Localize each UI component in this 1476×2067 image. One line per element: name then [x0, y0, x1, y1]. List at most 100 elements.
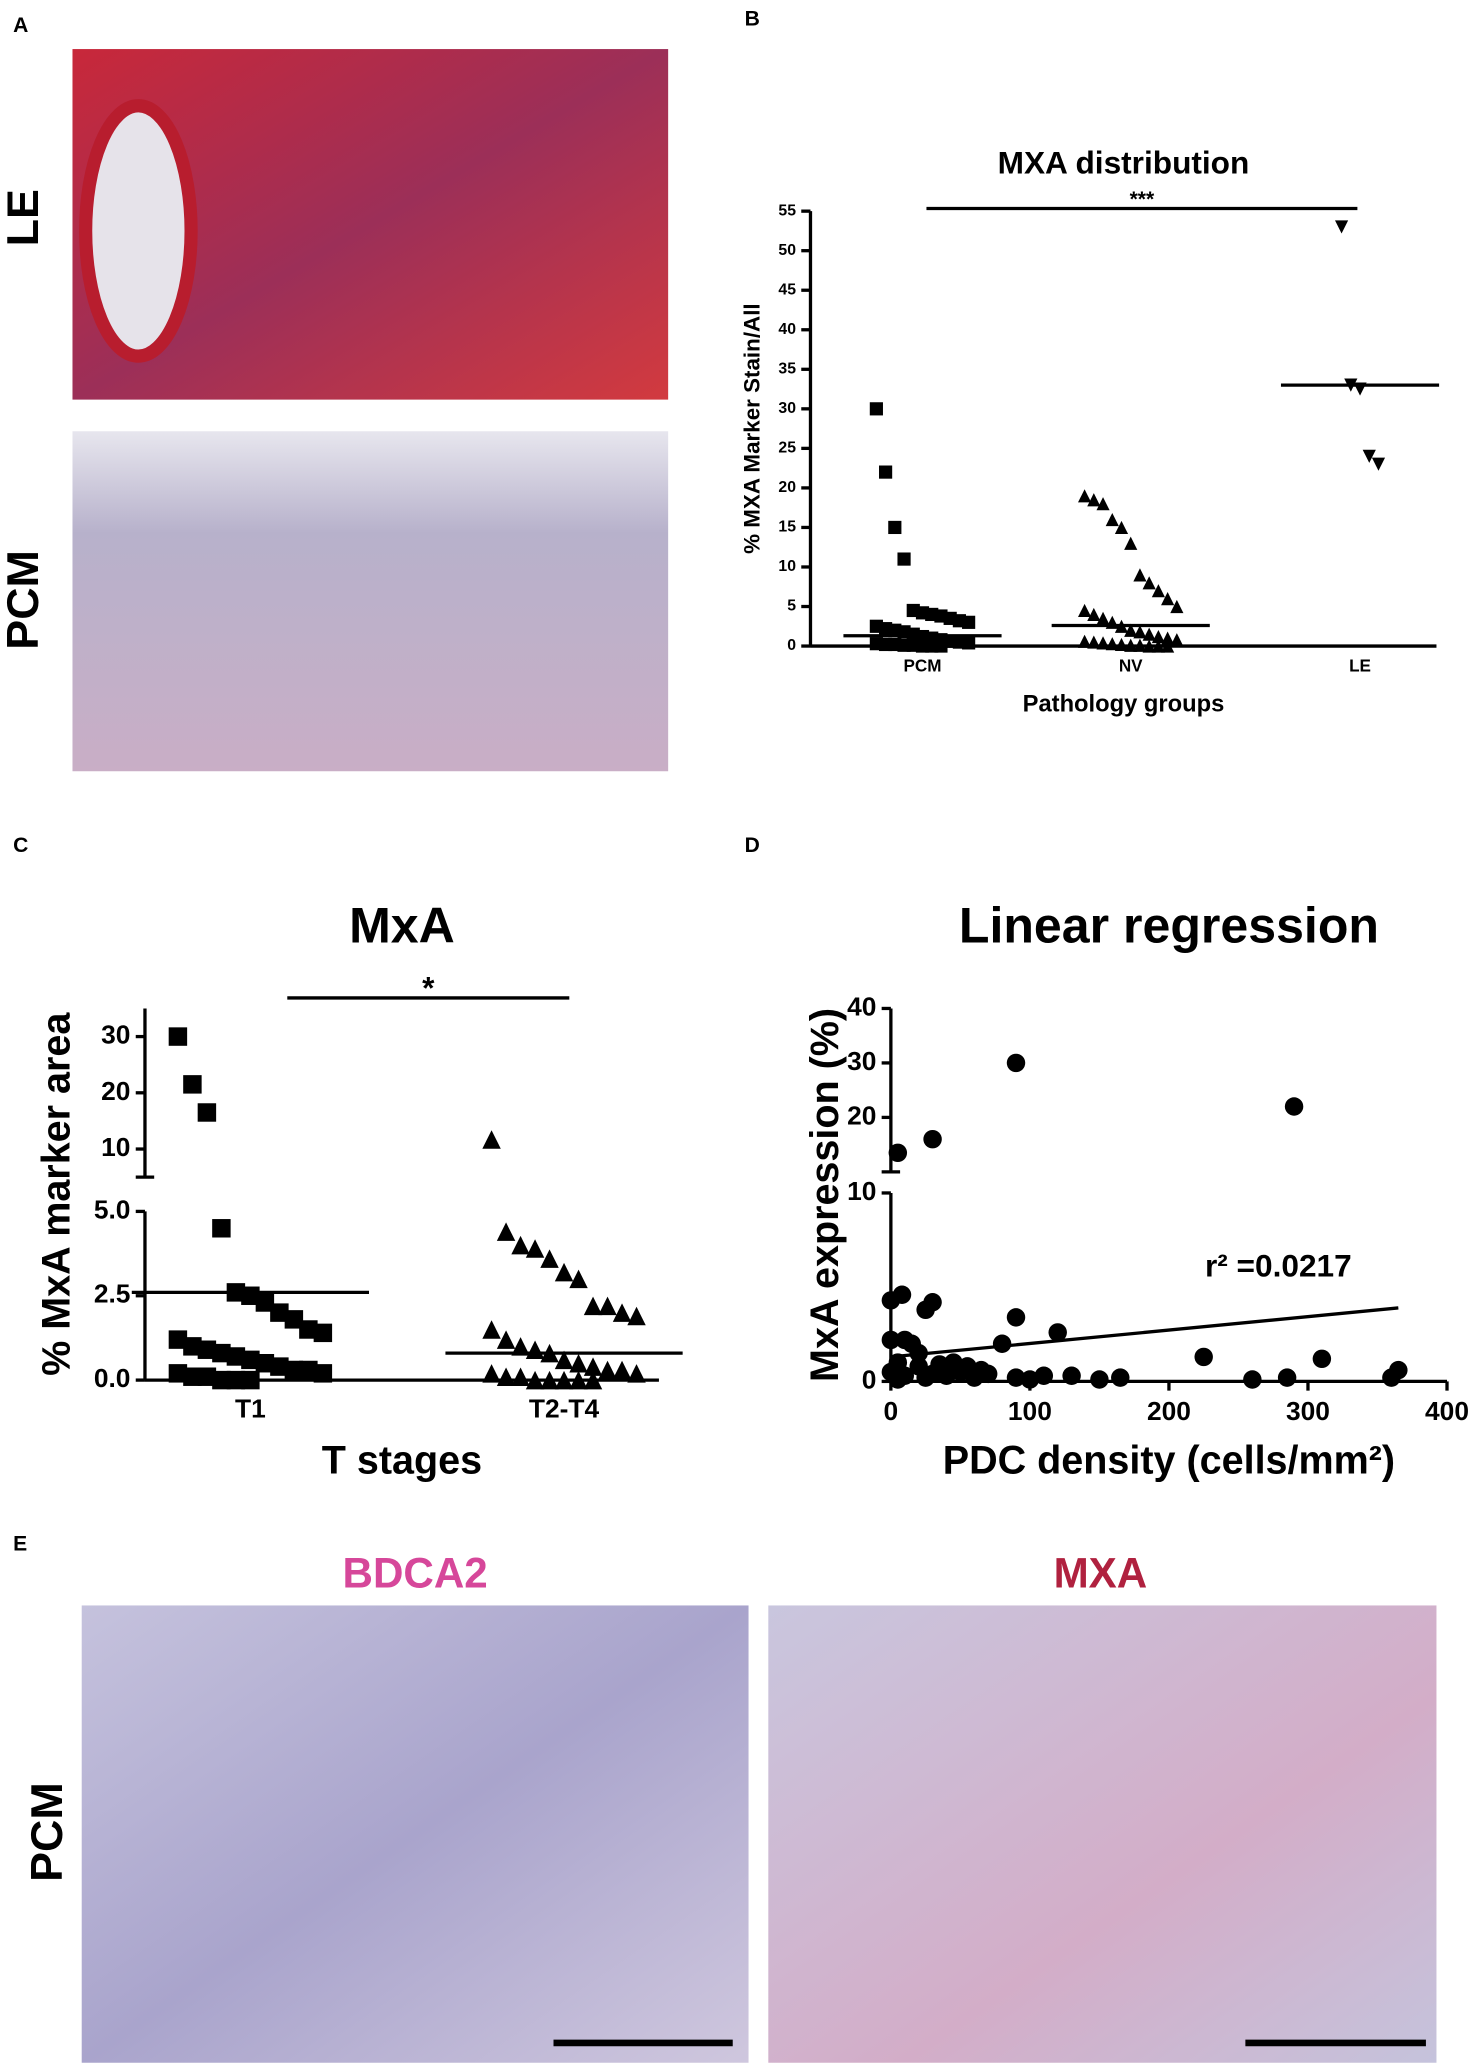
point [299, 1360, 318, 1380]
x-tick-label: NV [1119, 656, 1143, 676]
row-label: LE [0, 189, 48, 246]
point [1087, 493, 1101, 507]
point [1371, 457, 1386, 471]
point [1105, 637, 1119, 651]
y-tick-label: 10 [847, 1176, 876, 1206]
point [241, 1370, 260, 1390]
point [255, 1354, 275, 1373]
point [212, 1370, 231, 1390]
point [1194, 1347, 1213, 1367]
y-axis-label: % MxA marker area [35, 1012, 79, 1376]
point [1062, 1366, 1081, 1385]
point [1114, 637, 1129, 652]
y-tick-label: 15 [778, 519, 796, 536]
y-tick-label: 0.0 [94, 1363, 131, 1393]
micrograph-mxa [768, 1605, 1437, 2063]
x-axis-label: Pathology groups [1023, 692, 1225, 718]
point [482, 1130, 501, 1149]
point [1133, 638, 1147, 652]
y-tick-label: 5.0 [94, 1194, 131, 1224]
point [511, 1367, 530, 1386]
point [627, 1364, 646, 1383]
micrograph-pcm [72, 431, 669, 772]
point [482, 1364, 501, 1383]
point [270, 1357, 289, 1376]
point [888, 1143, 908, 1163]
micrograph-detail [79, 99, 198, 363]
point [962, 636, 976, 650]
point [255, 1293, 275, 1312]
point [888, 520, 902, 535]
annotation: r² =0.0217 [1205, 1247, 1352, 1283]
point [1114, 520, 1129, 535]
y-tick-label: 25 [778, 440, 796, 457]
point [598, 1296, 617, 1316]
point [1334, 220, 1349, 234]
x-tick-label: 0 [884, 1396, 899, 1426]
point [511, 1235, 530, 1255]
point [1161, 631, 1175, 645]
point [1142, 576, 1156, 590]
y-tick-label: 10 [778, 558, 796, 575]
point [1105, 512, 1119, 527]
y-tick-label: 5 [787, 598, 796, 615]
point [540, 1370, 559, 1390]
x-tick-label: 400 [1425, 1396, 1469, 1426]
point [1048, 1323, 1067, 1342]
point [916, 1300, 935, 1320]
point [1124, 638, 1138, 652]
point [1090, 1370, 1109, 1389]
y-tick-label: 0 [862, 1364, 877, 1394]
point [496, 1367, 516, 1386]
point [525, 1239, 545, 1258]
panel-letter: D [745, 834, 760, 857]
point [569, 1269, 588, 1289]
point [1312, 1349, 1332, 1369]
y-axis-label: MxA expression (%) [803, 1008, 847, 1382]
point [183, 1337, 202, 1356]
y-tick-label: 55 [778, 202, 796, 219]
point [934, 639, 948, 653]
point [612, 1360, 632, 1380]
point [1161, 639, 1175, 653]
y-tick-label: 40 [778, 321, 796, 338]
point [1124, 536, 1138, 550]
point [313, 1323, 333, 1343]
point [930, 1355, 949, 1374]
chart-title: MXA distribution [998, 144, 1250, 180]
panel-letter: E [13, 1532, 27, 1555]
point [1034, 1366, 1054, 1385]
point [1078, 489, 1092, 503]
point [1277, 1368, 1297, 1387]
x-axis-label: PDC density (cells/mm²) [943, 1439, 1395, 1483]
point [1362, 449, 1376, 463]
point [183, 1367, 202, 1386]
point [962, 615, 976, 629]
point [212, 1343, 231, 1363]
point [1124, 623, 1138, 637]
x-tick-label: PCM [903, 656, 941, 676]
y-tick-label: 2.5 [94, 1279, 131, 1309]
point [1006, 1308, 1026, 1327]
point [992, 1334, 1012, 1353]
x-tick-label: T2-T4 [529, 1393, 600, 1423]
point [627, 1306, 646, 1326]
point [241, 1350, 260, 1370]
point [1078, 634, 1092, 648]
point [1142, 627, 1156, 641]
point [540, 1249, 559, 1268]
point [583, 1296, 603, 1316]
point [313, 1364, 333, 1383]
y-tick-label: 35 [778, 360, 796, 377]
point [1078, 603, 1092, 618]
point [226, 1347, 246, 1366]
point [1389, 1360, 1408, 1380]
significance-label: *** [1130, 188, 1155, 211]
micrograph-bdca2 [81, 1605, 749, 2063]
point [496, 1330, 516, 1349]
point [197, 1367, 217, 1386]
point [916, 1368, 935, 1387]
x-tick-label: 200 [1147, 1396, 1191, 1426]
point [881, 1330, 901, 1350]
